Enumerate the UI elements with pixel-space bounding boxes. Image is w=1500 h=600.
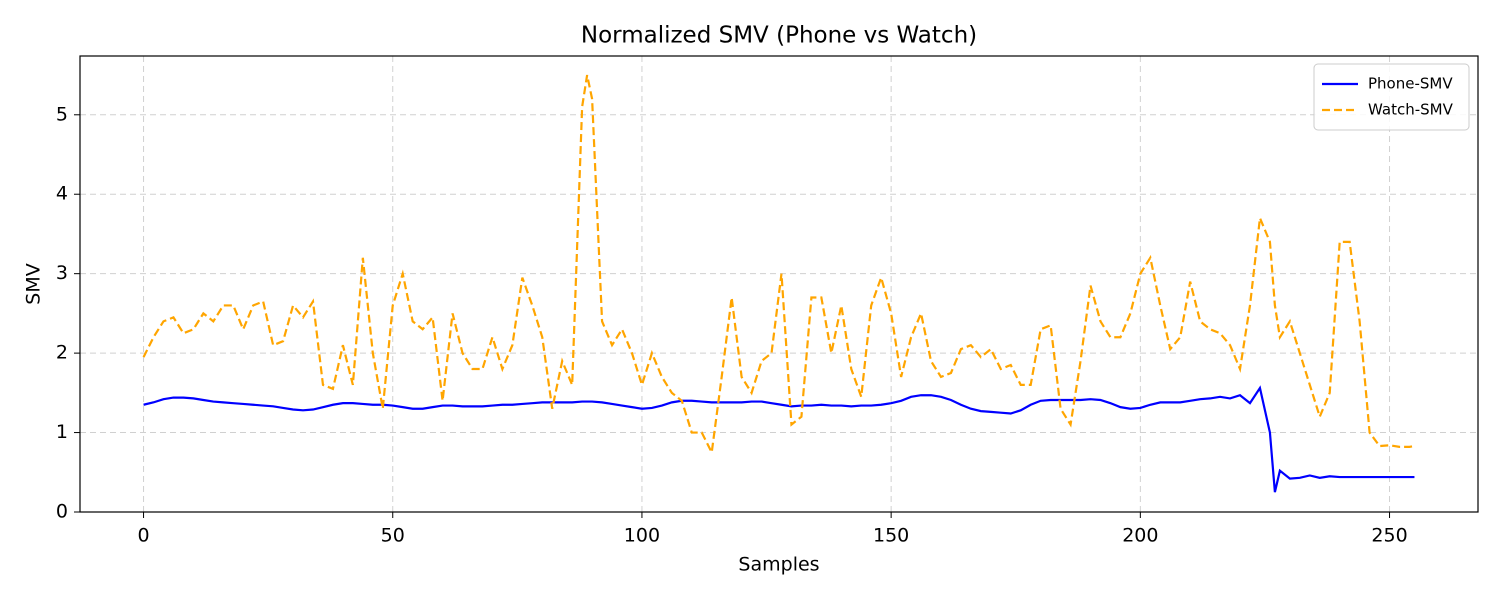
chart-title: Normalized SMV (Phone vs Watch) xyxy=(581,23,977,49)
data-line xyxy=(143,385,1415,493)
x-tick-label: 150 xyxy=(873,525,909,547)
x-tick-label: 100 xyxy=(624,525,660,547)
y-tick-label: 4 xyxy=(56,183,68,205)
x-tick-label: 0 xyxy=(137,525,149,547)
y-tick-label: 3 xyxy=(56,262,68,284)
y-tick-label: 0 xyxy=(56,501,68,523)
x-tick-label: 50 xyxy=(381,525,405,547)
y-axis-label: SMV xyxy=(23,263,45,304)
y-tick-label: 2 xyxy=(56,342,68,364)
data-line xyxy=(142,74,1415,457)
legend: Phone-SMV Watch-SMV xyxy=(1313,63,1470,131)
plot-frame xyxy=(79,55,1479,513)
x-tick-label: 250 xyxy=(1371,525,1407,547)
y-tick-label: 5 xyxy=(56,103,68,125)
legend-label: Phone-SMV xyxy=(1368,75,1453,93)
x-tick-label: 200 xyxy=(1122,525,1158,547)
y-tick-label: 1 xyxy=(56,421,68,443)
x-axis-label: Samples xyxy=(738,554,819,576)
legend-label: Watch-SMV xyxy=(1368,101,1454,119)
legend-box xyxy=(1313,63,1470,131)
